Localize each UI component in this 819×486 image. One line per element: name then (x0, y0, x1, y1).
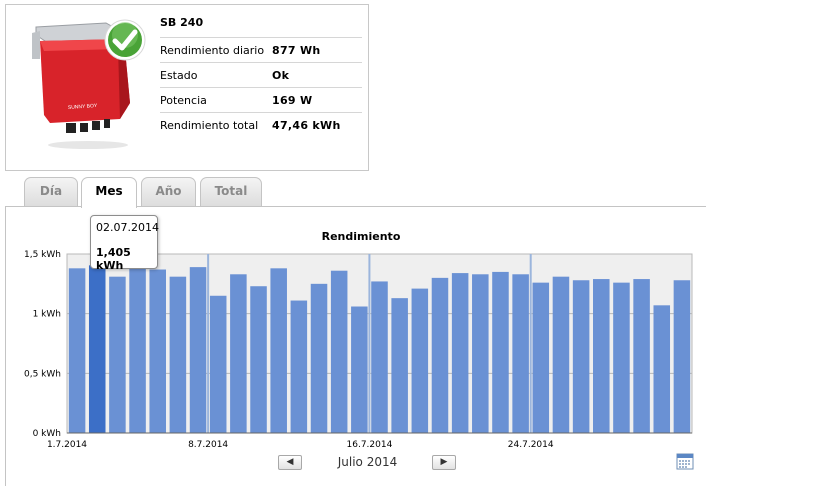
bar-day-28[interactable] (613, 282, 630, 433)
tab-month[interactable]: Mes (81, 177, 137, 208)
tab-year[interactable]: Año (141, 177, 196, 207)
bar-day-27[interactable] (593, 279, 610, 433)
device-row-label: Rendimiento diario (160, 44, 265, 57)
x-tick-label: 16.7.2014 (347, 440, 393, 450)
bar-day-2[interactable] (88, 265, 106, 433)
device-row-value: Ok (272, 69, 290, 82)
bar-day-15[interactable] (351, 306, 368, 433)
current-period-label: Julio 2014 (337, 455, 398, 469)
device-row-label: Potencia (160, 94, 207, 107)
calendar-icon[interactable] (676, 452, 694, 470)
bar-day-20[interactable] (451, 273, 469, 433)
device-row-value: 169 W (272, 94, 313, 107)
bar-day-21[interactable] (472, 274, 489, 433)
status-ok-check-icon (104, 19, 146, 61)
y-tick-label: 1,5 kWh (24, 250, 61, 260)
device-info-table: SB 240 Rendimiento diario 877 Wh Estado … (160, 13, 362, 138)
chevron-left-icon: ◀ (286, 457, 294, 467)
prev-month-button[interactable]: ◀ (278, 455, 302, 470)
plot-area: 0 kWh 0,5 kWh 1 kWh 1,5 kWh 1.7.2014 8.7.2014… (24, 250, 693, 450)
bar-day-26[interactable] (572, 280, 590, 433)
tab-day[interactable]: Día (24, 177, 78, 207)
next-month-button[interactable]: ▶ (432, 455, 456, 470)
bar-day-9[interactable] (230, 274, 247, 433)
device-row-label: Rendimiento total (160, 119, 259, 132)
x-tick-label: 24.7.2014 (508, 440, 554, 450)
y-tick-label: 0,5 kWh (24, 369, 61, 379)
bar-day-24[interactable] (532, 282, 550, 433)
chart-panel: Rendimiento 0 kWh 0,5 kWh 1 kWh 1,5 kWh 1.7.… (5, 206, 706, 486)
y-tick-label: 0 kWh (33, 429, 61, 439)
bar-day-6[interactable] (169, 276, 187, 433)
device-row-label: Estado (160, 69, 198, 82)
tooltip-value: 1,405 kWh (96, 246, 131, 272)
x-tick-label: 1.7.2014 (47, 440, 87, 450)
bar-day-23[interactable] (512, 274, 529, 433)
bar-day-18[interactable] (411, 288, 429, 433)
bar-day-31[interactable] (673, 280, 691, 433)
device-row-status: Estado Ok (160, 63, 362, 88)
device-name: SB 240 (160, 16, 204, 29)
device-row-value: 877 Wh (272, 44, 321, 57)
device-row-daily-yield: Rendimiento diario 877 Wh (160, 38, 362, 63)
bar-day-5[interactable] (149, 269, 166, 433)
device-name-row: SB 240 (160, 13, 362, 38)
bar-day-12[interactable] (290, 300, 308, 433)
bar-day-4[interactable] (129, 267, 146, 433)
bar-day-13[interactable] (310, 283, 328, 433)
bar-day-14[interactable] (330, 270, 348, 433)
y-tick-label: 1 kWh (33, 310, 61, 320)
bar-day-29[interactable] (633, 279, 650, 433)
device-row-value: 47,46 kWh (272, 119, 341, 132)
chart-title: Rendimiento (322, 230, 401, 243)
inverter-image: SUNNY BOY (32, 22, 130, 149)
inverter-brand-text: SUNNY BOY (68, 103, 98, 111)
device-row-power: Potencia 169 W (160, 88, 362, 113)
bar-day-10[interactable] (250, 286, 267, 433)
bar-day-16[interactable] (371, 281, 388, 433)
bar-day-11[interactable] (270, 268, 287, 433)
yield-bar-chart: Rendimiento 0 kWh 0,5 kWh 1 kWh 1,5 kWh 1.7.… (24, 230, 693, 450)
bar-tooltip: 02.07.2014 1,405 kWh (90, 215, 159, 272)
chevron-right-icon: ▶ (440, 457, 448, 467)
device-panel: SUNNY BOY SB 240 Rendimiento diario 877 … (5, 4, 369, 171)
bar-day-19[interactable] (431, 277, 449, 433)
bar-day-25[interactable] (552, 276, 570, 433)
bar-day-8[interactable] (209, 295, 227, 433)
x-tick-label: 8.7.2014 (188, 440, 228, 450)
bar-day-3[interactable] (109, 276, 126, 433)
bar-day-7[interactable] (189, 267, 207, 433)
tab-total[interactable]: Total (200, 177, 262, 207)
device-row-total-yield: Rendimiento total 47,46 kWh (160, 113, 362, 138)
bar-day-17[interactable] (391, 298, 408, 433)
bar-day-30[interactable] (653, 305, 671, 433)
tab-bar-divider (5, 206, 706, 207)
bar-day-22[interactable] (492, 271, 509, 433)
tooltip-date: 02.07.2014 (96, 221, 159, 234)
bar-day-1[interactable] (68, 268, 86, 433)
